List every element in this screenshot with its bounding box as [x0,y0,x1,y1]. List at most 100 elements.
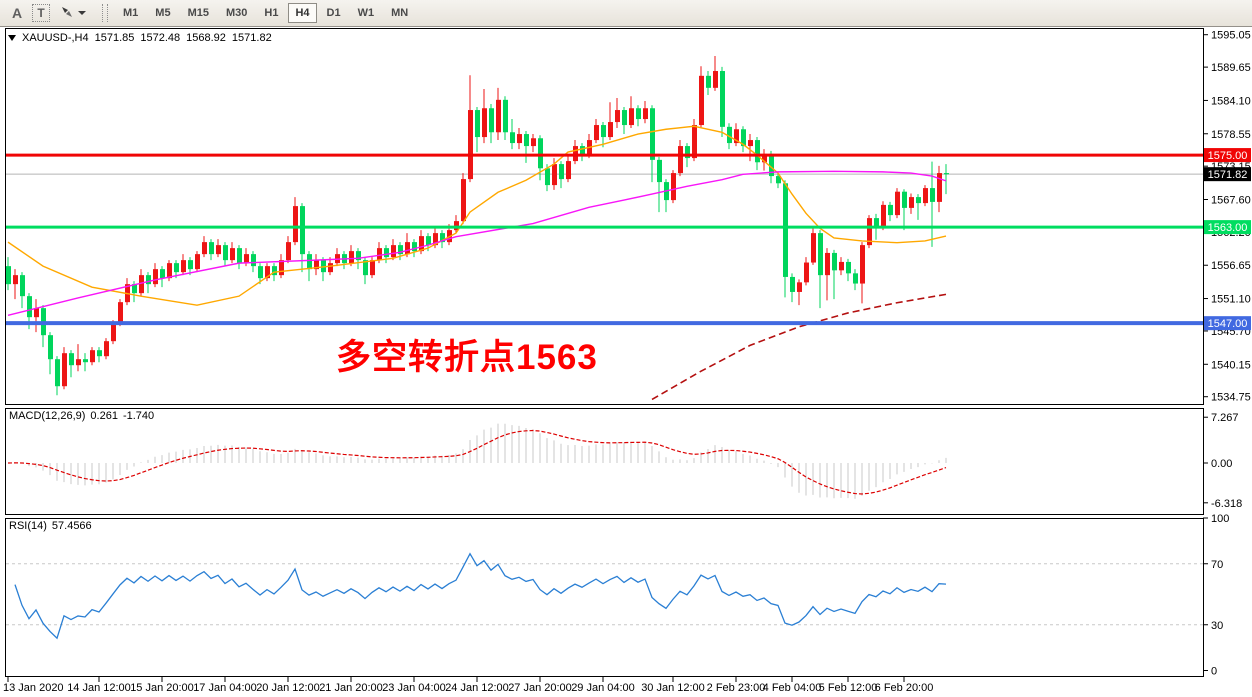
candle-body [272,266,277,276]
candle-body [230,248,235,261]
svg-text:1571.82: 1571.82 [1208,169,1248,181]
candle-body [356,251,361,261]
axis-tick-label: 100 [1211,513,1229,525]
candle-body [629,108,634,126]
axis-tick-label: 13 Jan 2020 [3,682,64,694]
toolbar: A T M1 M5 M15 M30 H1 H4 D1 W1 MN [0,0,1252,27]
time-axis[interactable] [0,677,1203,697]
ma-medium-line [7,170,947,317]
candle-body [566,161,571,180]
macd-indicator-label: MACD(12,26,9) 0.261 -1.740 [9,410,154,422]
candle-body [909,197,914,208]
macd-pane-frame [5,408,1204,515]
candle-body [489,108,494,133]
candle-body [902,191,907,208]
timeframe-button-w1[interactable]: W1 [351,3,382,23]
candle-body [895,191,900,216]
pane-separator-rsi[interactable] [0,513,1252,518]
candle-body [573,146,578,162]
timeframe-button-m15[interactable]: M15 [181,3,216,23]
candle-body [146,275,151,285]
main-price-pane[interactable] [5,28,1203,404]
candle-body [426,236,431,246]
candle-body [34,308,39,318]
candle-body [580,146,585,156]
timeframe-button-m1[interactable]: M1 [116,3,145,23]
axis-tick-label: 1534.75 [1211,392,1251,404]
main-pane-frame [5,28,1204,405]
candle-body [622,110,627,126]
axis-tick-label: 20 Jan 12:00 [256,682,320,694]
symbol-ohlc-line: XAUUSD-,H4 1571.85 1572.48 1568.92 1571.… [8,32,272,44]
pane-separator-macd[interactable] [0,403,1252,408]
candle-body [867,218,872,246]
timeframe-button-m30[interactable]: M30 [219,3,254,23]
axis-tick-label: 15 Jan 20:00 [130,682,194,694]
candle-body [391,245,396,258]
candle-body [692,125,697,159]
candle-body [720,71,725,127]
candle-body [531,138,536,147]
axis-tick-label: 2 Feb 23:00 [707,682,766,694]
price-badge: 1575.00 [1204,148,1251,163]
rsi-indicator-label: RSI(14) 57.4566 [9,520,92,532]
macd-signal-line [7,429,947,495]
candle-body [818,233,823,276]
dropdown-caret-icon [78,11,86,15]
ohlc-close: 1571.82 [231,32,272,44]
candle-body [706,75,711,88]
candle-body [307,254,312,270]
candle-body [783,183,788,277]
font-label-tool-button[interactable]: A [5,2,29,24]
candle-body [384,248,389,258]
axis-tick-label: 0 [1211,666,1217,678]
candle-body [748,140,753,147]
axis-tick-label: 1540.15 [1211,359,1251,371]
candle-body [937,173,942,202]
candle-body [643,108,648,120]
candle-body [741,129,746,147]
candle-body [923,188,928,204]
ohlc-open: 1571.85 [94,32,135,44]
timeframe-button-d1[interactable]: D1 [320,3,348,23]
candle-body [258,266,263,279]
candle-body [6,266,11,285]
rsi-name: RSI(14) [9,520,47,532]
axis-tick-label: -6.318 [1211,498,1242,510]
svg-text:1575.00: 1575.00 [1208,150,1248,162]
candle-body [881,204,886,228]
candle-body [608,122,613,138]
axis-tick-label: 1567.60 [1211,194,1251,206]
candle-body [293,206,298,243]
candle-body [244,254,249,264]
timeframe-button-h4[interactable]: H4 [288,3,317,23]
candle-body [279,260,284,276]
macd-pane[interactable] [5,408,1203,514]
candle-body [454,221,459,231]
candle-body [762,153,767,163]
candle-body [55,359,60,387]
timeframe-button-m5[interactable]: M5 [148,3,177,23]
text-tool-button[interactable]: T [29,2,53,24]
candle-body [265,266,270,279]
rsi-pane[interactable] [5,518,1203,676]
candle-body [517,134,522,144]
candle-body [811,233,816,263]
toolbar-grip[interactable] [102,4,108,22]
candle-body [195,254,200,270]
candle-body [405,242,410,255]
axis-tick-label: 14 Jan 12:00 [67,682,131,694]
timeframe-button-mn[interactable]: MN [384,3,415,23]
price-axis[interactable] [1204,28,1252,677]
candle-body [839,261,844,271]
candle-body [419,236,424,252]
candle-body [475,110,480,138]
collapse-triangle-icon[interactable] [8,35,16,41]
candle-body [111,323,116,342]
timeframe-button-h1[interactable]: H1 [257,3,285,23]
candle-body [713,71,718,88]
chart-annotation: 多空转折点1563 [336,338,598,377]
candle-body [545,168,550,186]
candle-body [398,245,403,255]
arrow-objects-tool-button[interactable] [53,2,92,24]
